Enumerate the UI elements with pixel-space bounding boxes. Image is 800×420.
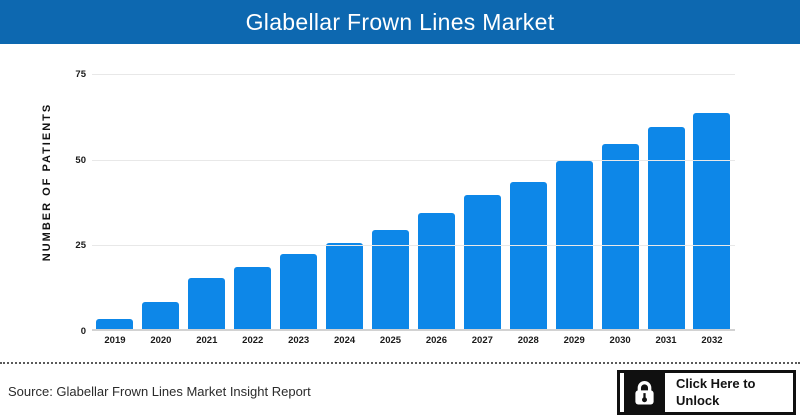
x-tick-label-2030: 2030	[609, 335, 631, 346]
bar-band-2024: 2024	[322, 74, 368, 346]
x-tick-label-2026: 2026	[425, 335, 447, 346]
bar-2022	[234, 267, 272, 329]
bar-2029	[555, 161, 593, 329]
unlock-button-line2: Unlock	[676, 392, 720, 408]
source-text: Source: Glabellar Frown Lines Market Ins…	[8, 384, 311, 399]
unlock-button[interactable]: Click Here to Unlock	[617, 370, 796, 415]
y-tick-label-75: 75	[75, 69, 86, 80]
bar-2023	[280, 253, 318, 329]
chart-plot-area: 2019 2020 2021 2022 2023 2024 2025 2026 2027 2028…	[75, 69, 735, 346]
bar-2021	[188, 277, 226, 329]
bar-2030	[601, 143, 639, 329]
bar-band-2027: 2027	[459, 74, 505, 346]
bar-band-2031: 2031	[643, 74, 689, 346]
x-tick-label-2029: 2029	[563, 335, 585, 346]
bar-2027	[463, 195, 501, 329]
bar-band-2023: 2023	[276, 74, 322, 346]
x-tick-label-2025: 2025	[379, 335, 402, 346]
bar-2024	[326, 243, 364, 329]
bar-band-2022: 2022	[230, 74, 276, 346]
y-axis-title: NUMBER OF PATIENTS	[41, 102, 53, 262]
bar-series: 2019 2020 2021 2022 2023 2024 2025 2026 2027 2028…	[92, 74, 735, 346]
bar-2032	[693, 113, 731, 329]
bar-band-2029: 2029	[551, 74, 597, 346]
lock-icon	[624, 373, 665, 412]
y-tick-label-50: 50	[75, 154, 86, 166]
y-tick-label-0: 0	[80, 326, 86, 337]
x-tick-label-2023: 2023	[288, 335, 310, 346]
x-tick-label-2028: 2028	[517, 335, 539, 346]
bar-2028	[509, 181, 547, 329]
x-tick-label-2031: 2031	[655, 335, 677, 346]
bar-band-2021: 2021	[184, 74, 230, 346]
bar-2031	[647, 126, 685, 329]
bar-band-2019: 2019	[92, 74, 138, 346]
unlock-button-label: Click Here to Unlock	[665, 373, 793, 412]
bar-2026	[417, 212, 455, 329]
x-tick-label-2032: 2032	[701, 335, 723, 346]
x-tick-label-2022: 2022	[242, 335, 264, 346]
gridline-25	[92, 245, 735, 247]
bar-2020	[142, 301, 180, 329]
page-title: Glabellar Frown Lines Market	[245, 8, 555, 35]
x-tick-label-2021: 2021	[196, 335, 218, 346]
footer-divider	[0, 362, 800, 364]
bar-band-2030: 2030	[597, 74, 643, 346]
x-tick-label-2020: 2020	[150, 335, 172, 346]
bar-band-2026: 2026	[413, 74, 459, 346]
gridline-75	[92, 74, 735, 75]
bar-band-2025: 2025	[368, 74, 414, 346]
gridline-50	[92, 159, 735, 161]
unlock-button-line1: Click Here to	[676, 375, 756, 391]
bar-band-2028: 2028	[505, 74, 551, 346]
header-banner: Glabellar Frown Lines Market	[0, 0, 800, 44]
x-tick-label-2019: 2019	[104, 335, 126, 346]
y-tick-label-25: 25	[75, 240, 86, 252]
bar-band-2020: 2020	[138, 74, 184, 346]
bar-2019	[96, 318, 134, 329]
bar-band-2032: 2032	[689, 74, 735, 346]
x-tick-label-2024: 2024	[334, 335, 356, 346]
x-tick-label-2027: 2027	[471, 335, 493, 346]
